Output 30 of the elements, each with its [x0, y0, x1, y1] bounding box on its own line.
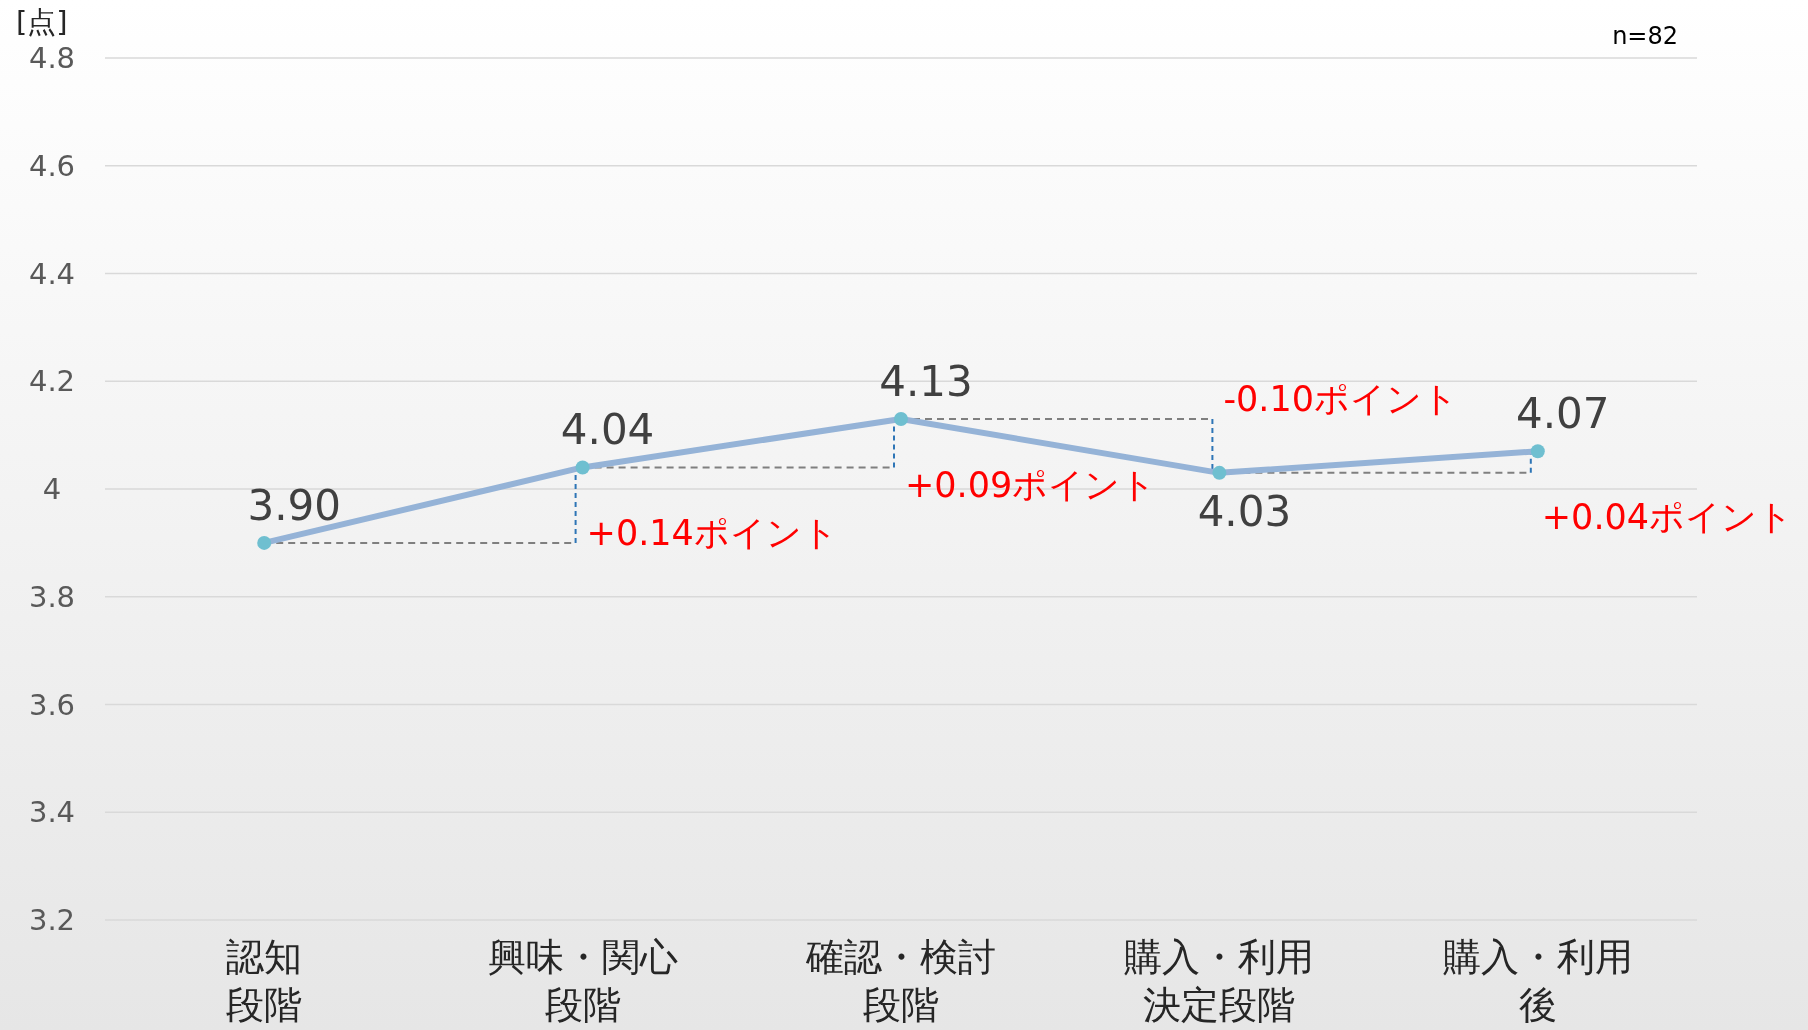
- data-label: 4.04: [560, 405, 655, 455]
- y-tick-label: 3.6: [28, 687, 76, 722]
- annotation: +0.04ポイント: [1541, 497, 1794, 538]
- point: [575, 460, 590, 475]
- data-label: 3.90: [247, 480, 341, 530]
- y-tick-label: 3.8: [28, 579, 76, 614]
- x-tick-label: 購入・利用決定段階: [1124, 935, 1315, 1027]
- y-tick-label: 4: [42, 472, 62, 506]
- y-tick-label: 4.8: [28, 41, 76, 75]
- point: [1530, 444, 1545, 459]
- x-tick-label: 興味・関心段階: [487, 935, 678, 1027]
- point: [1212, 465, 1227, 480]
- y-tick-label: 4.6: [28, 148, 76, 183]
- x-tick-label: 認知段階: [226, 935, 303, 1027]
- x-tick-label: 購入・利用後: [1442, 935, 1633, 1027]
- y-axis-title: [点]: [16, 5, 68, 39]
- y-tick-label: 4.2: [28, 364, 76, 399]
- point: [894, 411, 908, 426]
- annotation: +0.09ポイント: [905, 464, 1157, 505]
- point: [257, 535, 272, 550]
- y-tick-label: 3.2: [28, 903, 76, 937]
- data-label: 4.03: [1197, 486, 1292, 536]
- annotation: -0.10ポイント: [1223, 378, 1458, 419]
- x-tick-label: 確認・検討段階: [805, 935, 996, 1027]
- y-tick-label: 4.4: [28, 256, 76, 291]
- data-label: 4.07: [1516, 389, 1610, 439]
- data-label: 4.13: [879, 356, 973, 406]
- y-tick-label: 3.4: [28, 795, 76, 830]
- annotation: +0.14ポイント: [586, 513, 838, 554]
- text: n=82: [1612, 22, 1678, 50]
